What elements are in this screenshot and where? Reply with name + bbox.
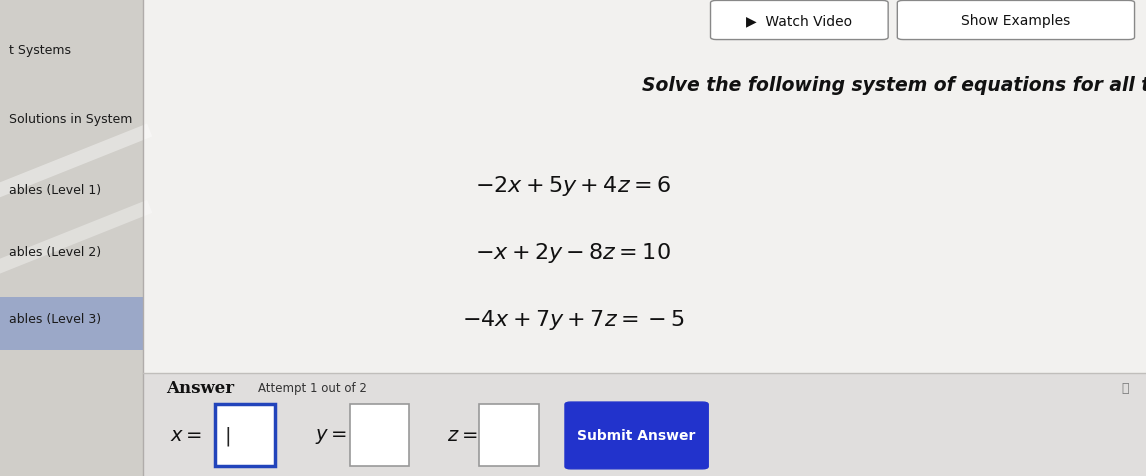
Bar xyxy=(143,0,1146,476)
Text: |: | xyxy=(225,426,231,445)
Bar xyxy=(0,0,143,476)
Text: ables (Level 1): ables (Level 1) xyxy=(9,184,101,197)
Text: $-4x+7y+7z=-5$: $-4x+7y+7z=-5$ xyxy=(462,307,684,331)
Bar xyxy=(0,298,143,350)
Text: ables (Level 2): ables (Level 2) xyxy=(9,246,101,259)
Bar xyxy=(143,0,1146,42)
Text: Answer: Answer xyxy=(166,379,234,397)
FancyBboxPatch shape xyxy=(711,1,888,40)
Bar xyxy=(350,405,409,466)
Text: Solve the following system of equations for all three variables.: Solve the following system of equations … xyxy=(642,76,1146,95)
Text: t Systems: t Systems xyxy=(9,43,71,57)
Text: $-x+2y-8z=10$: $-x+2y-8z=10$ xyxy=(476,240,670,264)
Text: Solutions in System: Solutions in System xyxy=(9,112,133,126)
Text: $x =$: $x =$ xyxy=(170,426,202,445)
Text: ▶  Watch Video: ▶ Watch Video xyxy=(746,14,853,28)
Text: $z =$: $z =$ xyxy=(447,426,478,445)
Text: Show Examples: Show Examples xyxy=(961,14,1070,28)
Text: Submit Answer: Submit Answer xyxy=(578,428,696,443)
Bar xyxy=(479,405,539,466)
Text: $y =$: $y =$ xyxy=(315,426,347,445)
FancyBboxPatch shape xyxy=(565,402,708,469)
Text: ⧉: ⧉ xyxy=(1121,381,1129,395)
Bar xyxy=(143,374,1146,476)
FancyBboxPatch shape xyxy=(897,1,1135,40)
Bar xyxy=(215,405,275,466)
Text: Attempt 1 out of 2: Attempt 1 out of 2 xyxy=(258,381,367,395)
Text: ables (Level 3): ables (Level 3) xyxy=(9,312,101,326)
Text: $-2x+5y+4z=6$: $-2x+5y+4z=6$ xyxy=(476,174,670,198)
